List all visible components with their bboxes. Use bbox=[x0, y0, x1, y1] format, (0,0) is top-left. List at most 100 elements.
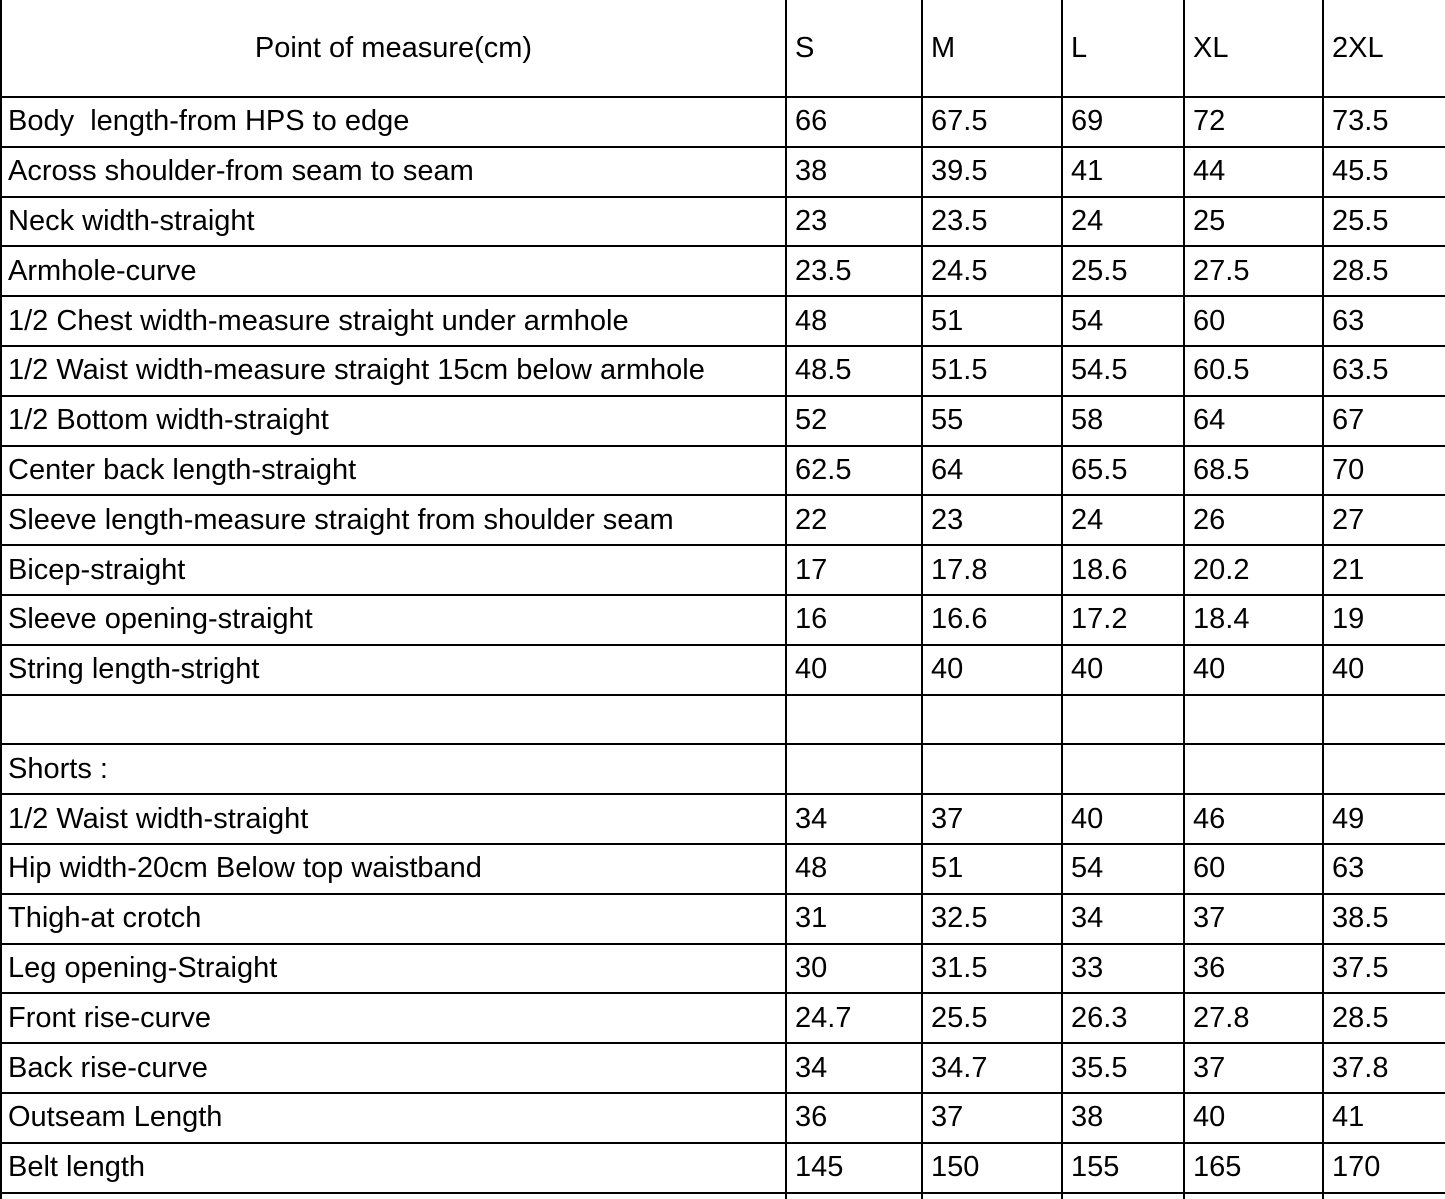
value-cell: 54 bbox=[1061, 295, 1185, 347]
value-cell: 64 bbox=[1183, 394, 1324, 447]
value-cell: 35.5 bbox=[1061, 1042, 1185, 1094]
size-column-header-2xl: 2XL bbox=[1322, 0, 1445, 98]
value-cell: 64 bbox=[921, 444, 1063, 497]
value-cell: 37 bbox=[921, 793, 1063, 845]
value-cell bbox=[785, 743, 923, 796]
table-row: Leg opening-Straight 30 31.5 33 36 37.5 bbox=[0, 942, 1445, 995]
value-cell: 34 bbox=[785, 793, 923, 845]
value-cell: 30 bbox=[785, 942, 923, 995]
value-cell: 23.5 bbox=[921, 195, 1063, 248]
value-cell: 25.5 bbox=[921, 992, 1063, 1045]
value-cell: 45.5 bbox=[1322, 145, 1445, 198]
value-cell: 51 bbox=[921, 295, 1063, 347]
value-cell: 18.6 bbox=[1061, 544, 1185, 596]
table-row: Armhole-curve 23.5 24.5 25.5 27.5 28.5 bbox=[0, 245, 1445, 298]
value-cell: 68.5 bbox=[1183, 444, 1324, 497]
value-cell: 27 bbox=[1322, 494, 1445, 547]
row-label-cell: Neck width-straight bbox=[0, 195, 787, 248]
value-cell: 24 bbox=[1061, 494, 1185, 547]
value-cell: 49 bbox=[1322, 793, 1445, 845]
value-cell: 41 bbox=[1322, 1091, 1445, 1144]
value-cell: 70 bbox=[1322, 444, 1445, 497]
value-cell: 25.5 bbox=[1322, 195, 1445, 248]
size-column-header-xl: XL bbox=[1183, 0, 1324, 98]
value-cell: 38 bbox=[785, 145, 923, 198]
value-cell: 40 bbox=[921, 643, 1063, 696]
value-cell: 23.5 bbox=[785, 245, 923, 298]
row-label-cell: Sleeve length-measure straight from shou… bbox=[0, 494, 787, 547]
value-cell: 40 bbox=[1183, 1091, 1324, 1144]
value-cell: 28.5 bbox=[1322, 245, 1445, 298]
value-cell bbox=[1183, 743, 1324, 796]
value-cell: 60 bbox=[1183, 842, 1324, 895]
row-label-cell: Sleeve opening-straight bbox=[0, 593, 787, 646]
value-cell: 60.5 bbox=[1183, 344, 1324, 397]
table-row: Body length-from HPS to edge 66 67.5 69 72 73… bbox=[0, 96, 1445, 148]
row-label-cell: Leg opening-Straight bbox=[0, 942, 787, 995]
value-cell: 34 bbox=[785, 1042, 923, 1094]
table-row: 1/2 Chest width-measure straight under a… bbox=[0, 295, 1445, 347]
row-label-cell: Bicep-straight bbox=[0, 544, 787, 596]
size-column-header-m: M bbox=[921, 0, 1063, 98]
row-label-cell: Center back length-straight bbox=[0, 444, 787, 497]
value-cell bbox=[1061, 1191, 1185, 1199]
row-label-cell bbox=[0, 693, 787, 746]
value-cell: 54 bbox=[1061, 842, 1185, 895]
value-cell: 17 bbox=[785, 544, 923, 596]
row-label-cell: Shorts : bbox=[0, 743, 787, 796]
value-cell: 72 bbox=[1183, 96, 1324, 148]
table-row: 1/2 Bottom width-straight 52 55 58 64 67 bbox=[0, 394, 1445, 447]
value-cell: 63 bbox=[1322, 842, 1445, 895]
table-row: Hip width-20cm Below top waistband 48 51 54… bbox=[0, 842, 1445, 895]
value-cell: 54.5 bbox=[1061, 344, 1185, 397]
row-label-cell: 1/2 Waist width-straight bbox=[0, 793, 787, 845]
value-cell: 67.5 bbox=[921, 96, 1063, 148]
value-cell: 39.5 bbox=[921, 145, 1063, 198]
row-label-cell: Hip width-20cm Below top waistband bbox=[0, 842, 787, 895]
measure-column-header: Point of measure(cm) bbox=[0, 0, 787, 98]
value-cell: 20.2 bbox=[1183, 544, 1324, 596]
value-cell: 23 bbox=[921, 494, 1063, 547]
value-cell: 37 bbox=[921, 1091, 1063, 1144]
table-row: Shorts : bbox=[0, 743, 1445, 796]
value-cell: 23 bbox=[785, 195, 923, 248]
size-column-header-l: L bbox=[1061, 0, 1185, 98]
value-cell: 19 bbox=[1322, 593, 1445, 646]
table-row: Back rise-curve 34 34.7 35.5 37 37.8 bbox=[0, 1042, 1445, 1094]
value-cell: 40 bbox=[1322, 643, 1445, 696]
value-cell: 36 bbox=[1183, 942, 1324, 995]
table-row: Neck width-straight 23 23.5 24 25 25.5 bbox=[0, 195, 1445, 248]
value-cell: 18.4 bbox=[1183, 593, 1324, 646]
value-cell bbox=[1322, 693, 1445, 746]
value-cell: 37 bbox=[1183, 1042, 1324, 1094]
value-cell: 51 bbox=[921, 842, 1063, 895]
header-row: Point of measure(cm) S M L XL 2XL bbox=[0, 0, 1445, 98]
value-cell: 66 bbox=[785, 96, 923, 148]
table-row: Center back length-straight 62.5 64 65.5 68.… bbox=[0, 444, 1445, 497]
row-label-cell: Belt length bbox=[0, 1141, 787, 1194]
table-row: 1/2 Waist width-measure straight 15cm be… bbox=[0, 344, 1445, 397]
value-cell: 16 bbox=[785, 593, 923, 646]
value-cell: 38 bbox=[1061, 1091, 1185, 1144]
row-label-cell: Body length-from HPS to edge bbox=[0, 96, 787, 148]
value-cell: 24.5 bbox=[921, 245, 1063, 298]
row-label-cell: 1/2 Bottom width-straight bbox=[0, 394, 787, 447]
value-cell: 28.5 bbox=[1322, 992, 1445, 1045]
value-cell: 33 bbox=[1061, 942, 1185, 995]
value-cell: 155 bbox=[1061, 1141, 1185, 1194]
value-cell: 44 bbox=[1183, 145, 1324, 198]
value-cell: 51.5 bbox=[921, 344, 1063, 397]
value-cell: 55 bbox=[921, 394, 1063, 447]
value-cell: 48.5 bbox=[785, 344, 923, 397]
value-cell bbox=[1322, 743, 1445, 796]
value-cell: 21 bbox=[1322, 544, 1445, 596]
value-cell bbox=[921, 1191, 1063, 1199]
value-cell: 38.5 bbox=[1322, 892, 1445, 945]
value-cell: 27.8 bbox=[1183, 992, 1324, 1045]
value-cell: 26.3 bbox=[1061, 992, 1185, 1045]
value-cell: 40 bbox=[1183, 643, 1324, 696]
value-cell: 150 bbox=[921, 1141, 1063, 1194]
value-cell: 26 bbox=[1183, 494, 1324, 547]
row-label-cell: String length-stright bbox=[0, 643, 787, 696]
value-cell: 32.5 bbox=[921, 892, 1063, 945]
